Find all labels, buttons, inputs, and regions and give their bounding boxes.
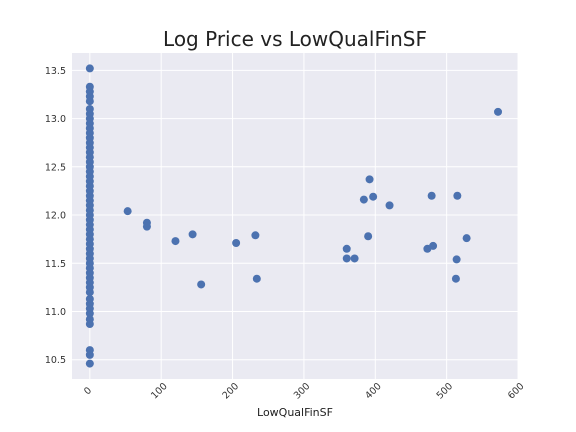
data-point [85,104,94,113]
chart-title: Log Price vs LowQualFinSF [163,27,427,51]
data-point [197,280,206,289]
data-point [142,222,151,231]
data-point [452,255,461,264]
data-point [494,107,503,116]
x-tick-label: 600 [506,381,527,402]
data-point [451,274,460,283]
data-points [85,64,503,368]
data-point [359,195,368,204]
data-point [365,175,374,184]
data-point [252,274,261,283]
data-point [232,239,241,248]
data-point [188,230,197,239]
y-tick-label: 10.5 [45,355,66,366]
data-point [85,82,94,91]
x-tick-labels: 0 100 200 300 400 500 600 [82,381,526,402]
y-tick-label: 12.5 [45,162,66,173]
y-tick-label: 12.0 [45,211,66,222]
data-point [342,244,351,253]
x-tick-label: 400 [363,381,384,402]
data-point [171,237,180,246]
x-tick-label: 300 [292,381,313,402]
data-point [85,346,94,355]
data-point [251,231,260,240]
data-point [427,191,436,200]
data-point [85,315,94,324]
y-tick-label: 11.5 [45,259,66,270]
data-point [85,359,94,368]
data-point [385,201,394,210]
plot-area [72,53,518,379]
data-point [462,234,471,243]
data-point [85,64,94,73]
x-tick-label: 0 [82,385,94,397]
data-point [453,191,462,200]
data-point [369,192,378,201]
data-point [364,232,373,241]
data-point [123,207,132,216]
data-point [350,254,359,263]
x-tick-label: 100 [149,381,170,402]
data-point [429,241,438,250]
data-point [342,254,351,263]
x-tick-label: 500 [435,381,456,402]
data-point [85,294,94,303]
y-tick-label: 13.0 [45,114,66,125]
y-tick-labels: 10.5 11.0 11.5 12.0 12.5 13.0 13.5 [45,66,66,366]
y-tick-label: 13.5 [45,66,66,77]
x-tick-label: 200 [220,381,241,402]
grid-lines [72,53,519,379]
x-axis-label: LowQualFinSF [257,406,333,419]
y-tick-label: 11.0 [45,307,66,318]
